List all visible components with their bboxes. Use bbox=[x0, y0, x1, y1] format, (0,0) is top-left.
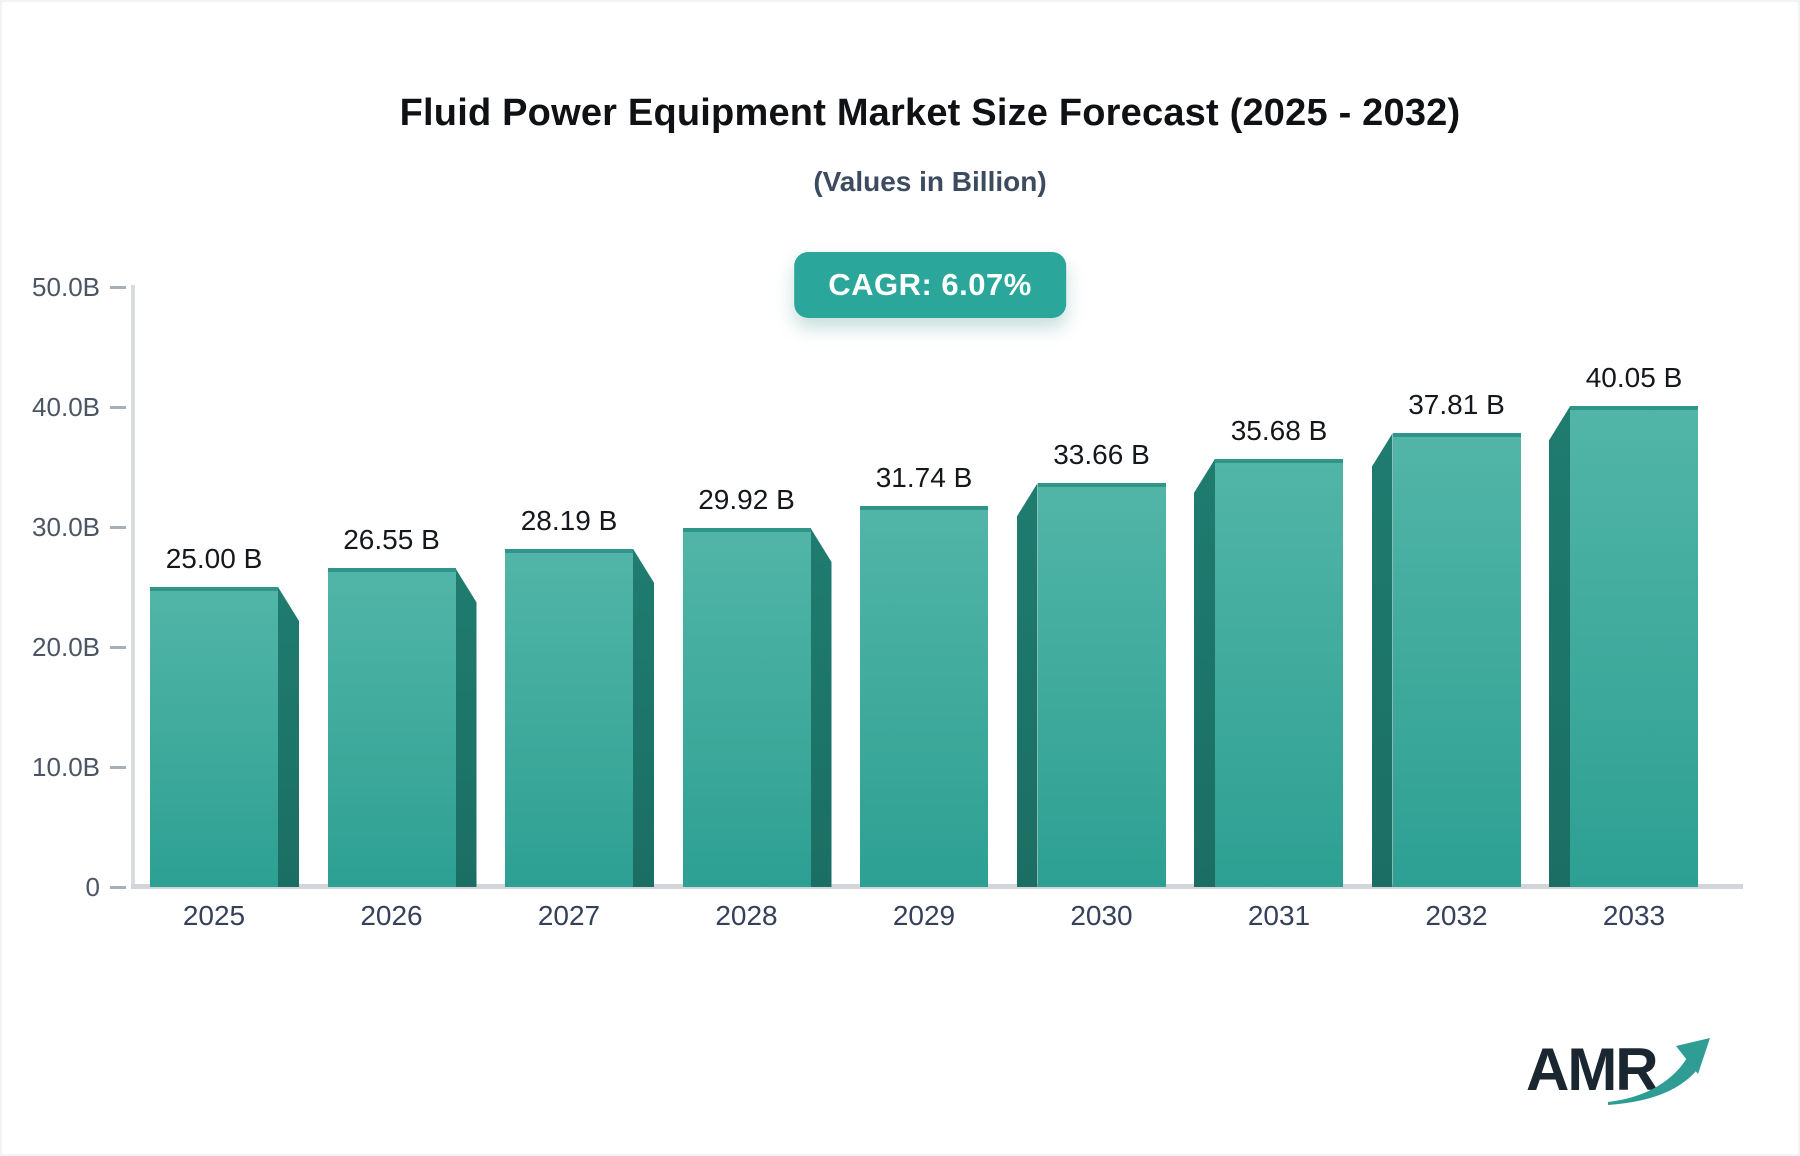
bar-side-2032 bbox=[1371, 433, 1393, 887]
bar-top-edge bbox=[150, 587, 278, 591]
growth-arrow-icon bbox=[1608, 1038, 1710, 1105]
amr-logo-text: AMR bbox=[1526, 1036, 1658, 1103]
bar-top-edge bbox=[327, 568, 456, 573]
bar-2029 bbox=[860, 506, 988, 887]
y-tick-10.0B bbox=[110, 765, 126, 769]
bar-side-2031 bbox=[1194, 458, 1215, 887]
y-tick-0 bbox=[110, 885, 126, 889]
y-tick-20.0B bbox=[110, 645, 126, 649]
bar-2030 bbox=[1037, 483, 1166, 887]
bar-2033 bbox=[1570, 406, 1698, 887]
y-tick-label-10.0B: 10.0B bbox=[32, 752, 100, 782]
x-axis-label-2028: 2028 bbox=[715, 900, 778, 931]
bar-value-label-2027: 28.19 B bbox=[520, 504, 618, 536]
bar-side-2033 bbox=[1549, 406, 1570, 887]
bar-2025 bbox=[150, 587, 278, 887]
x-axis-label-2026: 2026 bbox=[360, 900, 423, 931]
x-axis-label-2032: 2032 bbox=[1425, 900, 1488, 931]
bar-value-label-2031: 35.68 B bbox=[1230, 414, 1328, 446]
y-tick-label-20.0B: 20.0B bbox=[32, 632, 100, 662]
bar-top-edge bbox=[1215, 458, 1343, 463]
y-tick-label-30.0B: 30.0B bbox=[32, 512, 100, 542]
bar-value-label-2028: 29.92 B bbox=[698, 483, 795, 515]
bar-side-2030 bbox=[1016, 483, 1038, 887]
bar-side-2025 bbox=[278, 587, 299, 887]
bar-side-2027 bbox=[633, 548, 654, 887]
bar-value-label-2029: 31.74 B bbox=[875, 462, 973, 494]
bar-side-2026 bbox=[455, 568, 477, 887]
x-axis-label-2025: 2025 bbox=[182, 900, 246, 931]
bar-2032 bbox=[1392, 433, 1521, 887]
y-tick-label-50.0B: 50.0B bbox=[32, 272, 100, 302]
y-tick-30.0B bbox=[110, 525, 126, 529]
bar-top-edge bbox=[1392, 433, 1521, 438]
y-tick-label-40.0B: 40.0B bbox=[32, 392, 100, 422]
cagr-badge: CAGR: 6.07% bbox=[794, 252, 1066, 318]
bar-2031 bbox=[1215, 458, 1343, 887]
bar-top-edge bbox=[505, 548, 633, 553]
x-axis-label-2029: 2029 bbox=[892, 900, 956, 931]
bar-2026 bbox=[327, 568, 456, 887]
bar-top-edge bbox=[682, 527, 811, 532]
y-axis-line bbox=[131, 285, 135, 887]
bar-value-label-2025: 25.00 B bbox=[165, 543, 263, 574]
bar-2028 bbox=[682, 527, 811, 887]
x-axis-label-2031: 2031 bbox=[1247, 900, 1311, 931]
bar-value-label-2032: 37.81 B bbox=[1408, 389, 1505, 421]
x-axis-label-2030: 2030 bbox=[1070, 900, 1133, 931]
bar-side-2028 bbox=[810, 527, 832, 887]
bar-2027 bbox=[505, 548, 633, 887]
bar-value-label-2033: 40.05 B bbox=[1585, 362, 1683, 394]
bar-top-edge bbox=[1037, 483, 1166, 488]
chart-title: Fluid Power Equipment Market Size Foreca… bbox=[399, 92, 1461, 134]
bar-top-edge bbox=[1570, 406, 1698, 411]
chart-subtitle: (Values in Billion) bbox=[813, 166, 1047, 197]
bar-value-label-2030: 33.66 B bbox=[1053, 439, 1150, 471]
x-axis-label-2027: 2027 bbox=[537, 900, 601, 931]
x-axis-label-2033: 2033 bbox=[1602, 900, 1666, 931]
y-tick-40.0B bbox=[110, 405, 126, 409]
y-tick-50.0B bbox=[110, 285, 126, 289]
y-tick-label-0: 0 bbox=[85, 872, 100, 902]
bar-value-label-2026: 26.55 B bbox=[343, 524, 440, 556]
bar-top-edge bbox=[860, 506, 988, 511]
amr-logo: AMR bbox=[1526, 1036, 1710, 1105]
